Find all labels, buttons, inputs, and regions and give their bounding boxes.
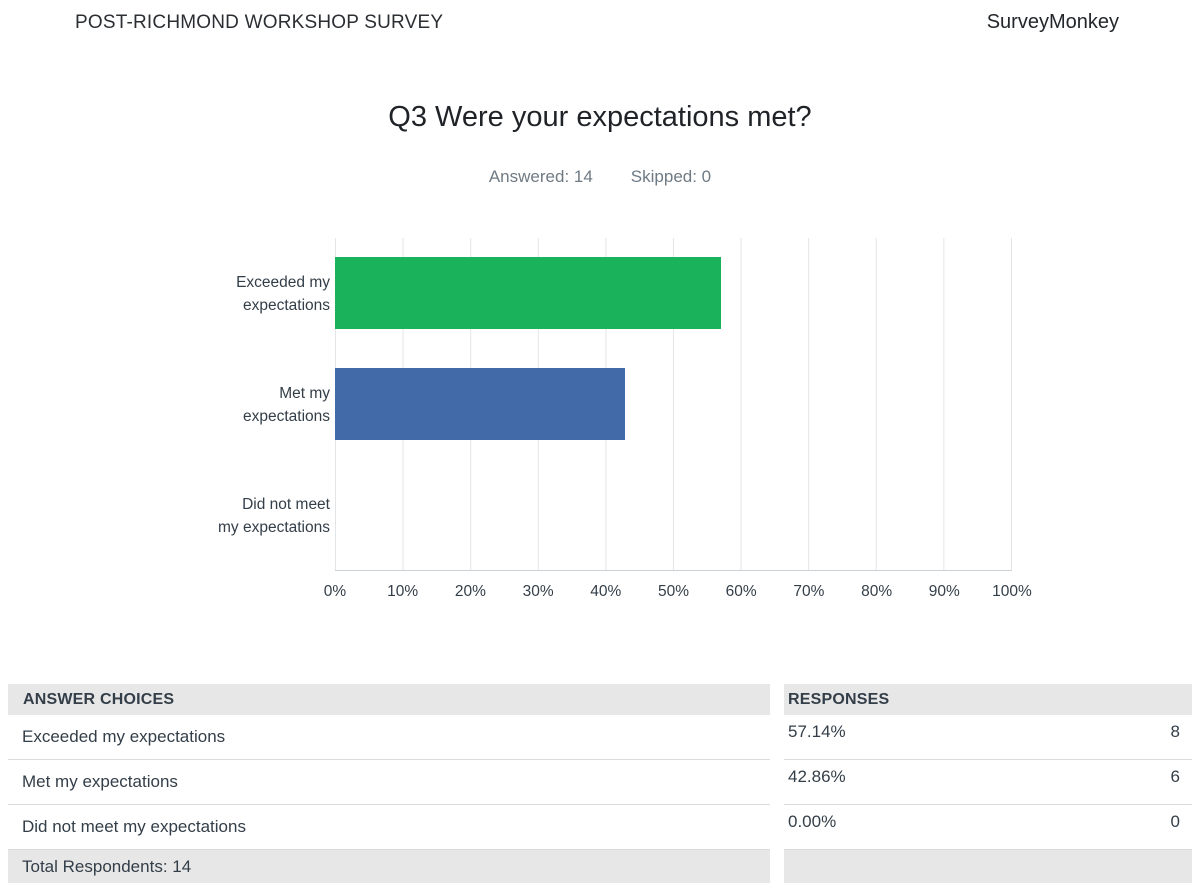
x-tick-label: 100% [992, 583, 1032, 600]
x-tick-label: 10% [387, 583, 419, 600]
table-row: Met my expectations 42.86% 6 [8, 760, 1192, 805]
total-respondents: Total Respondents: 14 [8, 850, 770, 883]
bar-row [335, 459, 1011, 570]
category-axis-labels: Exceeded my expectations Met my expectation… [40, 238, 330, 571]
skipped-count: Skipped: 0 [630, 167, 712, 186]
table-total-row: Total Respondents: 14 [8, 850, 1192, 883]
plot-area [335, 238, 1012, 571]
bar-0 [335, 257, 722, 330]
x-tick-label: 40% [590, 583, 622, 600]
table-header-row: ANSWER CHOICES RESPONSES [8, 684, 1192, 715]
category-label: Exceeded my expectations [236, 273, 330, 314]
table-row: Exceeded my expectations 57.14% 8 [8, 715, 1192, 760]
response-stats: Answered: 14 Skipped: 0 [0, 167, 1200, 187]
answer-choices-header: ANSWER CHOICES [8, 684, 770, 715]
x-axis: 0% 10% 20% 30% 40% 50% 60% 70% 80% 90% 100% [324, 583, 1032, 605]
category-label: Met my expectations [242, 384, 330, 425]
response-count: 8 [1170, 722, 1180, 741]
table-row: Did not meet my expectations 0.00% 0 [8, 805, 1192, 850]
answered-count: Answered: 14 [488, 167, 593, 186]
surveymonkey-logo: SurveyMonkey [986, 11, 1119, 33]
bar-row [335, 349, 1011, 460]
x-tick-label: 50% [657, 583, 690, 600]
x-tick-label: 80% [861, 583, 893, 600]
responses-header: RESPONSES [784, 684, 1192, 715]
x-tick-label: 70% [793, 583, 825, 600]
category-label: Did not meet my expectations [218, 495, 330, 536]
x-tick-label: 60% [725, 583, 757, 600]
response-percent: 0.00% [788, 812, 837, 831]
answer-choice-label: Met my expectations [8, 760, 770, 805]
bar-row [335, 238, 1011, 349]
x-tick-label: 30% [522, 583, 554, 600]
x-tick-label: 20% [454, 583, 486, 600]
x-tick-label: 90% [928, 583, 960, 600]
answer-choice-label: Did not meet my expectations [8, 805, 770, 850]
x-tick-label: 0% [323, 583, 347, 600]
response-count: 6 [1170, 767, 1180, 786]
response-percent: 42.86% [788, 767, 846, 786]
bar-chart: Exceeded my expectations Met my expectation… [0, 238, 1200, 608]
page-header: POST-RICHMOND WORKSHOP SURVEY SurveyMonk… [0, 10, 1200, 46]
response-count: 0 [1170, 812, 1180, 831]
question-title: Q3 Were your expectations met? [388, 101, 812, 133]
survey-name: POST-RICHMOND WORKSHOP SURVEY [75, 12, 444, 33]
bar-1 [335, 368, 625, 440]
results-table: ANSWER CHOICES RESPONSES Exceeded my exp… [8, 684, 1192, 883]
response-percent: 57.14% [788, 722, 846, 741]
total-row-spacer [784, 850, 1192, 883]
answer-choice-label: Exceeded my expectations [8, 715, 770, 760]
